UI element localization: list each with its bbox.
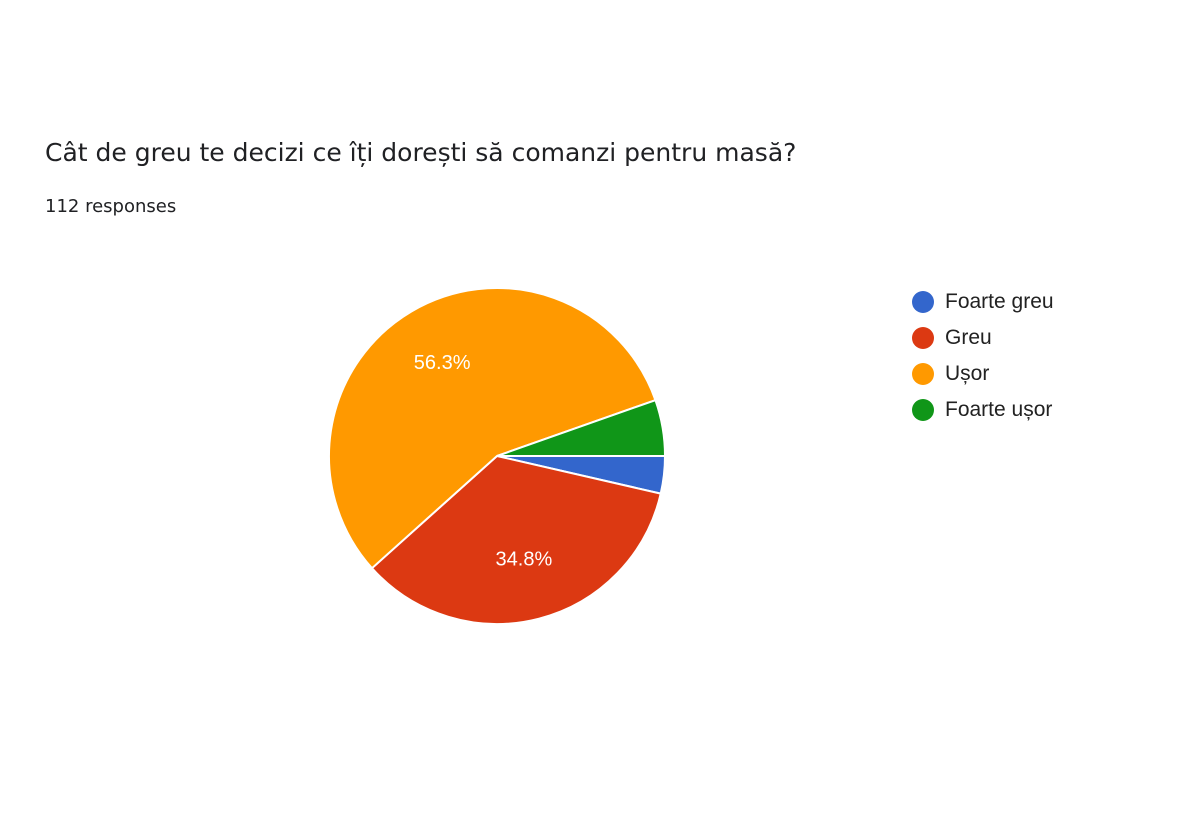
question-title: Cât de greu te decizi ce îți dorești să …: [45, 138, 797, 167]
slice-percent-label: 56.3%: [414, 352, 471, 374]
pie-slice-foarte-ușor[interactable]: [496, 398, 667, 457]
legend-swatch: [912, 327, 934, 349]
slice-percent-label: 34.8%: [496, 548, 553, 570]
legend-label: Ușor: [945, 362, 990, 385]
legend-item[interactable]: Ușor: [912, 356, 1054, 392]
legend-swatch: [912, 291, 934, 313]
legend-label: Greu: [945, 326, 992, 349]
chart-legend: Foarte greu Greu Ușor Foarte ușor: [912, 284, 1054, 428]
response-count: 112 responses: [45, 196, 177, 217]
legend-swatch: [912, 399, 934, 421]
legend-item[interactable]: Foarte ușor: [912, 392, 1054, 428]
legend-item[interactable]: Greu: [912, 320, 1054, 356]
legend-item[interactable]: Foarte greu: [912, 284, 1054, 320]
legend-label: Foarte ușor: [945, 398, 1053, 421]
legend-label: Foarte greu: [945, 290, 1054, 313]
pie-slice-greu[interactable]: [370, 454, 662, 625]
legend-swatch: [912, 363, 934, 385]
pie-slice-ușor[interactable]: [328, 287, 657, 570]
